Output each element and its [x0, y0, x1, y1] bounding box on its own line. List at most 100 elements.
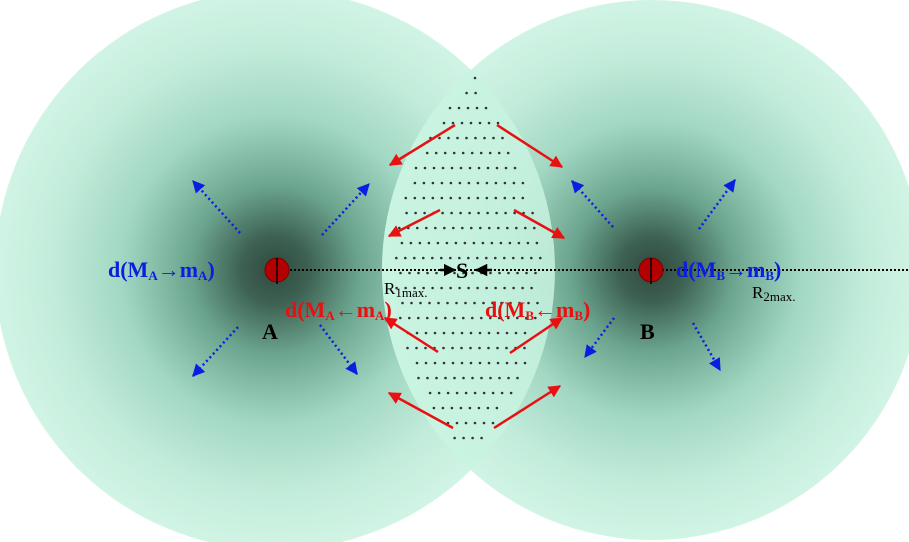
- overlap-dot: [458, 181, 462, 185]
- overlap-dot: [462, 376, 465, 380]
- overlap-dot: [476, 181, 480, 185]
- overlap-dot: [478, 346, 481, 350]
- overlap-dot: [504, 166, 508, 170]
- overlap-dot: [458, 286, 461, 290]
- overlap-dot: [498, 376, 501, 380]
- overlap-dot: [474, 91, 477, 95]
- overlap-dot: [469, 346, 472, 350]
- overlap-dot: [445, 241, 449, 245]
- overlap-dot: [453, 376, 456, 380]
- overlap-dot: [450, 211, 453, 215]
- overlap-dot: [500, 301, 503, 305]
- overlap-dot: [514, 331, 518, 335]
- overlap-dot: [451, 331, 455, 335]
- overlap-dot: [535, 241, 539, 245]
- dotted-arrow-icon: [192, 326, 239, 377]
- overlap-dot: [438, 136, 441, 140]
- overlap-dot: [480, 436, 483, 440]
- overlap-dot: [441, 166, 445, 170]
- overlap-dot: [414, 166, 418, 170]
- overlap-dot: [466, 106, 470, 110]
- overlap-dot: [505, 331, 509, 335]
- overlap-dot: [460, 361, 464, 365]
- overlap-dot: [489, 271, 492, 275]
- overlap-dot: [509, 391, 513, 395]
- overlap-dot: [487, 331, 491, 335]
- overlap-dot: [453, 316, 456, 320]
- overlap-dot: [401, 301, 404, 305]
- overlap-dot: [419, 301, 422, 305]
- overlap-dot: [480, 316, 483, 320]
- overlap-dot: [431, 286, 434, 290]
- overlap-dot: [503, 181, 507, 185]
- overlap-dot: [425, 226, 428, 230]
- overlap-dot: [513, 166, 517, 170]
- overlap-dot: [464, 301, 467, 305]
- overlap-dot: [503, 286, 506, 290]
- overlap-dot: [425, 151, 429, 155]
- overlap-dot: [505, 346, 508, 350]
- overlap-dot: [517, 241, 521, 245]
- overlap-dot: [417, 376, 420, 380]
- overlap-dot: [533, 226, 536, 230]
- overlap-dot: [440, 286, 443, 290]
- overlap-dot: [486, 166, 490, 170]
- overlap-dot: [437, 301, 440, 305]
- overlap-dot: [424, 331, 428, 335]
- dotted-arrow-icon: [583, 317, 616, 359]
- overlap-dot: [474, 136, 477, 140]
- overlap-dot: [464, 391, 468, 395]
- overlap-dot: [531, 211, 534, 215]
- overlap-dot: [526, 241, 530, 245]
- overlap-dot: [530, 286, 533, 290]
- overlap-dot: [506, 226, 509, 230]
- overlap-dot: [461, 151, 465, 155]
- overlap-dot: [491, 421, 495, 425]
- overlap-dot: [488, 226, 491, 230]
- blue-arrows-b: [571, 178, 737, 372]
- overlap-dot: [443, 151, 447, 155]
- label-d-out-b: d(MB→mB): [676, 257, 782, 283]
- overlap-dot: [516, 316, 519, 320]
- label-radius-1: R1max.: [384, 279, 428, 300]
- overlap-dot: [495, 406, 499, 410]
- label-d-in-b: d(MB←mB): [485, 297, 591, 323]
- overlap-dot: [472, 241, 476, 245]
- overlap-dot: [487, 361, 491, 365]
- overlap-dot: [468, 166, 472, 170]
- overlap-dot: [435, 316, 438, 320]
- overlap-dot: [409, 241, 413, 245]
- overlap-dot: [501, 136, 504, 140]
- solid-arrow-icon: [388, 123, 456, 167]
- overlap-dot: [505, 361, 509, 365]
- solid-arrow-icon: [383, 316, 439, 354]
- overlap-dot: [477, 406, 481, 410]
- solid-arrow-icon: [496, 123, 564, 169]
- overlap-dot: [530, 256, 533, 260]
- overlap-dot: [486, 406, 490, 410]
- overlap-dot: [478, 121, 482, 125]
- overlap-dot: [434, 226, 437, 230]
- overlap-dot: [451, 121, 455, 125]
- overlap-dot: [516, 271, 519, 275]
- overlap-dot: [423, 166, 427, 170]
- overlap-dot: [471, 436, 474, 440]
- overlap-dot: [513, 211, 516, 215]
- overlap-dot: [499, 241, 503, 245]
- overlap-dot: [450, 166, 454, 170]
- overlap-dot: [427, 241, 431, 245]
- dotted-arrow-icon: [319, 324, 358, 375]
- overlap-dot: [512, 256, 515, 260]
- overlap-dot: [471, 376, 474, 380]
- overlap-dot: [490, 241, 494, 245]
- overlap-dot: [482, 391, 486, 395]
- overlap-dot: [480, 271, 483, 275]
- overlap-dot: [487, 121, 491, 125]
- overlap-dot: [444, 271, 447, 275]
- overlap-dot: [478, 331, 482, 335]
- overlap-dot: [426, 316, 429, 320]
- overlap-dot: [523, 346, 526, 350]
- overlap-dot: [486, 211, 489, 215]
- solid-arrow-icon: [513, 208, 566, 240]
- overlap-dot: [473, 391, 477, 395]
